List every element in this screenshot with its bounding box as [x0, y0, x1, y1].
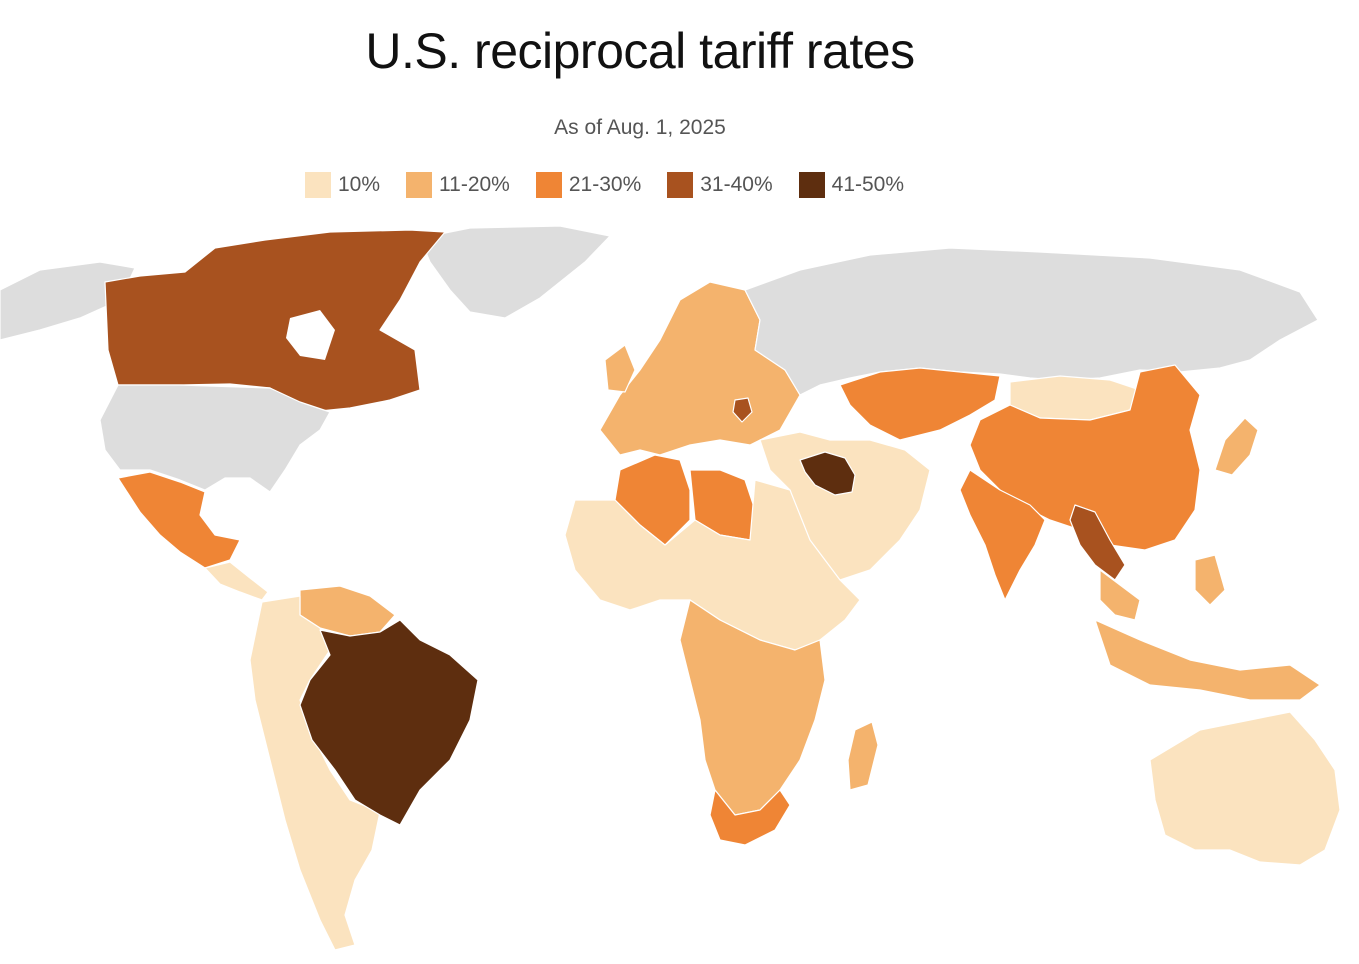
region-north-africa [564, 479, 861, 651]
region-serbia [732, 397, 753, 423]
region-philippines [1194, 554, 1226, 606]
region-central-america [204, 561, 269, 601]
region-russia [744, 247, 1319, 396]
legend-swatch [798, 172, 825, 198]
region-japan [1214, 417, 1259, 476]
legend-label: 31-40% [700, 173, 773, 196]
map-subtitle: As of Aug. 1, 2025 [554, 116, 726, 139]
region-indonesia [1094, 619, 1321, 701]
legend-swatch [406, 172, 433, 198]
legend-label: 41-50% [831, 173, 905, 196]
region-australia [1149, 711, 1341, 866]
region-madagascar [847, 721, 879, 791]
region-south-africa [709, 789, 791, 846]
region-southeast-asia [1099, 569, 1141, 621]
region-mexico [117, 471, 241, 569]
world-map [0, 225, 1341, 951]
region-uk [604, 344, 636, 393]
legend-label: 21-30% [568, 173, 642, 196]
legend-label: 10% [338, 173, 381, 196]
region-myanmar-laos [1069, 504, 1126, 581]
legend: 10% 11-20% 21-30% 31-40% 41-50% [305, 172, 930, 198]
map-title: U.S. reciprocal tariff rates [365, 23, 915, 79]
legend-item-41-50: 41-50% [798, 172, 905, 198]
legend-swatch [667, 172, 694, 198]
region-united-states [99, 384, 331, 493]
region-india [959, 469, 1046, 601]
legend-swatch [535, 172, 562, 198]
region-syria-iraq [799, 451, 856, 496]
legend-swatch [305, 172, 331, 198]
legend-item-21-30: 21-30% [535, 172, 642, 198]
legend-item-31-40: 31-40% [667, 172, 773, 198]
legend-item-11-20: 11-20% [406, 172, 510, 198]
region-brazil [299, 619, 479, 826]
region-kazakhstan [839, 367, 1001, 441]
legend-label: 11-20% [439, 173, 510, 196]
region-greenland [419, 225, 611, 319]
legend-item-10: 10% [305, 172, 380, 198]
